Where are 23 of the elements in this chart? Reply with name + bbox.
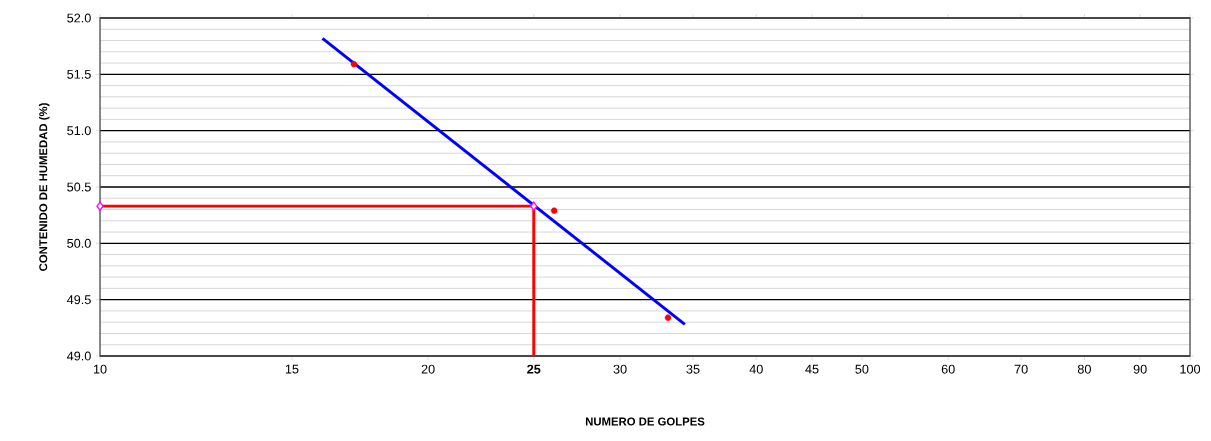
x-tick-label: 80: [1077, 364, 1091, 374]
y-tick-label: 51.5: [67, 69, 91, 79]
x-tick-label: 60: [941, 364, 955, 374]
x-tick-label: 20: [421, 364, 435, 374]
x-tick-label: 10: [93, 364, 107, 374]
x-tick-label: 70: [1014, 364, 1028, 374]
y-tick-label: 49.0: [66, 351, 91, 361]
x-tick-label: 15: [285, 364, 299, 374]
y-tick-label: 50.5: [67, 182, 91, 192]
x-tick-label: 90: [1133, 364, 1147, 374]
y-tick-label: 49.5: [66, 295, 91, 305]
y-tick-label: 50.0: [67, 238, 91, 248]
x-tick-label: 30: [613, 364, 627, 374]
y-tick-label: 52.0: [67, 13, 91, 23]
x-axis-title: NUMERO DE GOLPES: [585, 417, 705, 426]
x-tick-label: 40: [749, 364, 763, 374]
x-tick-label: 35: [686, 364, 700, 374]
x-tick-label: 45: [805, 364, 819, 374]
x-tick-label: 25: [527, 364, 541, 374]
y-axis-title: CONTENIDO DE HUMEDAD (%): [38, 103, 50, 271]
x-tick-label: 50: [855, 364, 869, 374]
y-tick-label: 51.0: [67, 126, 91, 136]
x-tick-label: 100: [1180, 364, 1201, 374]
